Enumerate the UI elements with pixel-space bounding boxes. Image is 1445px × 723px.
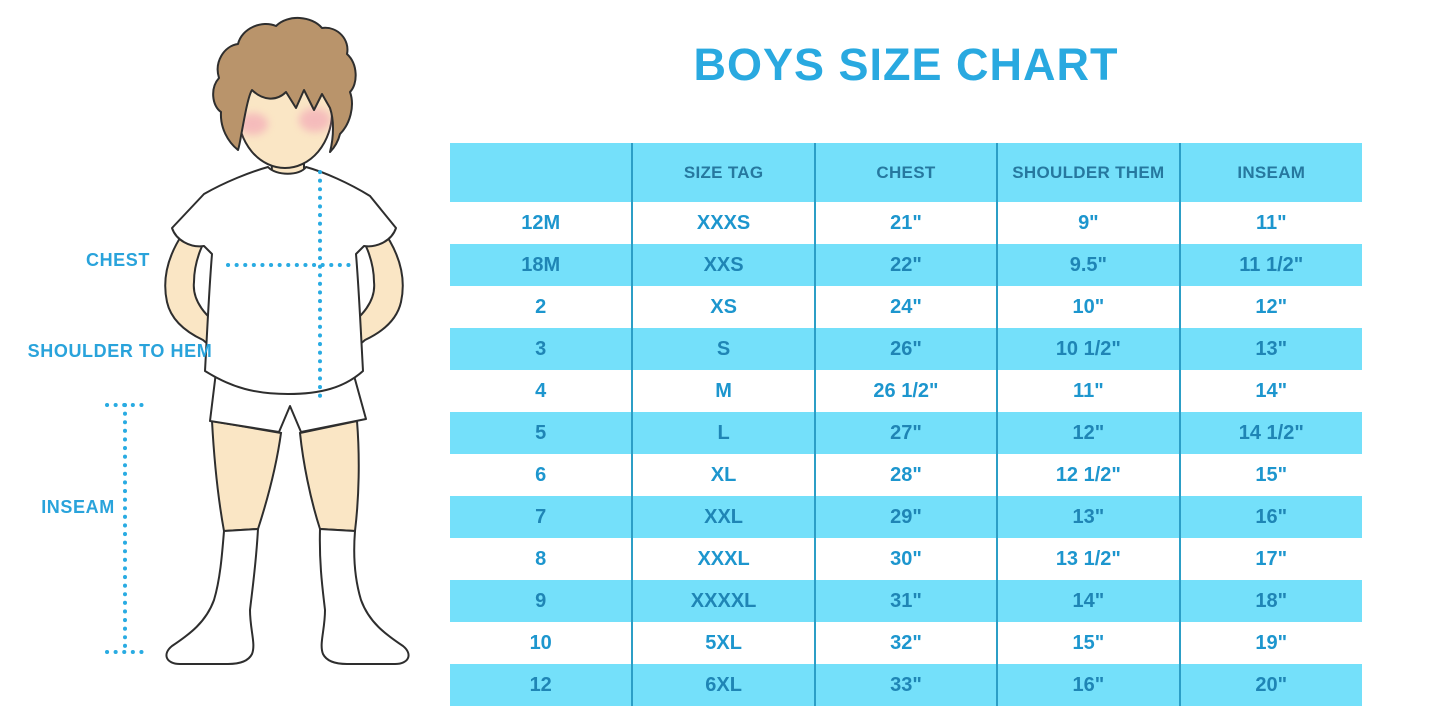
size-table: SIZE TAG CHEST SHOULDER THEM INSEAM 12M XXXS… <box>450 143 1362 706</box>
column-header <box>450 143 633 202</box>
table-row: 18M XXS 22" 9.5" 11 1/2" <box>450 244 1362 286</box>
table-cell: 10 1/2" <box>996 328 1180 370</box>
table-row: 4 M 26 1/2" 11" 14" <box>450 370 1362 412</box>
table-cell: 21" <box>813 202 998 244</box>
boy-left-leg <box>210 419 283 533</box>
table-cell: 14" <box>1178 370 1362 412</box>
column-header: CHEST <box>813 143 998 202</box>
table-cell: 17" <box>1178 538 1362 580</box>
table-cell: 11 1/2" <box>1178 244 1362 286</box>
table-cell: 11" <box>1178 202 1362 244</box>
column-header: SIZE TAG <box>631 143 815 202</box>
table-cell: 20" <box>1178 664 1362 706</box>
table-cell: 12 1/2" <box>996 454 1180 496</box>
table-cell: 8 <box>450 538 633 580</box>
table-cell: 26" <box>813 328 998 370</box>
table-row: 10 5XL 32" 15" 19" <box>450 622 1362 664</box>
table-cell: 12 <box>450 664 633 706</box>
table-cell: XL <box>631 454 815 496</box>
boy-tshirt <box>171 166 397 395</box>
column-header: SHOULDER THEM <box>996 143 1180 202</box>
table-cell: 29" <box>813 496 998 538</box>
table-row: 12 6XL 33" 16" 20" <box>450 664 1362 706</box>
table-row: 12M XXXS 21" 9" 11" <box>450 202 1362 244</box>
table-cell: XXS <box>631 244 815 286</box>
chest-label: CHEST <box>85 250 150 270</box>
table-row: 9 XXXXL 31" 14" 18" <box>450 580 1362 622</box>
table-cell: 3 <box>450 328 633 370</box>
table-cell: 14" <box>996 580 1180 622</box>
table-cell: 32" <box>813 622 998 664</box>
column-header: INSEAM <box>1178 143 1362 202</box>
boy-left-sock <box>165 528 259 665</box>
table-cell: 16" <box>1178 496 1362 538</box>
table-cell: 15" <box>1178 454 1362 496</box>
size-table-body: 12M XXXS 21" 9" 11" 18M XXS 22" 9.5" 11 1/2" 2 XS 24… <box>450 202 1362 706</box>
table-cell: 19" <box>1178 622 1362 664</box>
table-cell: S <box>631 328 815 370</box>
boy-figure-illustration <box>105 17 410 665</box>
table-cell: 9 <box>450 580 633 622</box>
table-cell: 10" <box>996 286 1180 328</box>
table-cell: 30" <box>813 538 998 580</box>
table-cell: 9.5" <box>996 244 1180 286</box>
table-cell: XXXL <box>631 538 815 580</box>
table-cell: 2 <box>450 286 633 328</box>
boy-right-sock <box>318 528 410 665</box>
table-cell: M <box>631 370 815 412</box>
table-cell: 10 <box>450 622 633 664</box>
size-table-header: SIZE TAG CHEST SHOULDER THEM INSEAM <box>450 143 1362 202</box>
table-cell: 27" <box>813 412 998 454</box>
shoulder-to-hem-label: SHOULDER TO HEM <box>27 341 213 361</box>
inseam-label: INSEAM <box>41 497 115 517</box>
table-row: 2 XS 24" 10" 12" <box>450 286 1362 328</box>
table-cell: 24" <box>813 286 998 328</box>
table-cell: 15" <box>996 622 1180 664</box>
table-row: 5 L 27" 12" 14 1/2" <box>450 412 1362 454</box>
table-cell: 12" <box>1178 286 1362 328</box>
table-row: 8 XXXL 30" 13 1/2" 17" <box>450 538 1362 580</box>
table-cell: 7 <box>450 496 633 538</box>
table-cell: 18M <box>450 244 633 286</box>
page-title: BOYS SIZE CHART <box>693 39 1119 90</box>
table-cell: 12M <box>450 202 633 244</box>
table-cell: 6XL <box>631 664 815 706</box>
boy-right-leg <box>298 419 360 533</box>
header-row: SIZE TAG CHEST SHOULDER THEM INSEAM <box>450 143 1362 202</box>
table-cell: 12" <box>996 412 1180 454</box>
measurement-figure: CHEST SHOULDER TO HEM INSEAM <box>0 0 450 723</box>
table-cell: 18" <box>1178 580 1362 622</box>
table-cell: 16" <box>996 664 1180 706</box>
table-row: 6 XL 28" 12 1/2" 15" <box>450 454 1362 496</box>
table-cell: 13" <box>996 496 1180 538</box>
table-cell: 31" <box>813 580 998 622</box>
table-cell: L <box>631 412 815 454</box>
boy-right-cheek-blush <box>299 108 331 132</box>
boy-left-cheek-blush <box>238 113 268 135</box>
boy-hair <box>212 17 357 153</box>
table-cell: 13 1/2" <box>996 538 1180 580</box>
table-cell: 33" <box>813 664 998 706</box>
table-cell: 28" <box>813 454 998 496</box>
table-cell: 13" <box>1178 328 1362 370</box>
table-cell: 4 <box>450 370 633 412</box>
table-cell: 6 <box>450 454 633 496</box>
table-row: 7 XXL 29" 13" 16" <box>450 496 1362 538</box>
table-cell: 11" <box>996 370 1180 412</box>
table-cell: XXXS <box>631 202 815 244</box>
table-cell: XXXXL <box>631 580 815 622</box>
table-cell: 5 <box>450 412 633 454</box>
table-cell: 9" <box>996 202 1180 244</box>
table-cell: XS <box>631 286 815 328</box>
table-cell: 14 1/2" <box>1178 412 1362 454</box>
table-row: 3 S 26" 10 1/2" 13" <box>450 328 1362 370</box>
table-cell: 22" <box>813 244 998 286</box>
table-cell: 26 1/2" <box>813 370 998 412</box>
table-cell: 5XL <box>631 622 815 664</box>
table-cell: XXL <box>631 496 815 538</box>
